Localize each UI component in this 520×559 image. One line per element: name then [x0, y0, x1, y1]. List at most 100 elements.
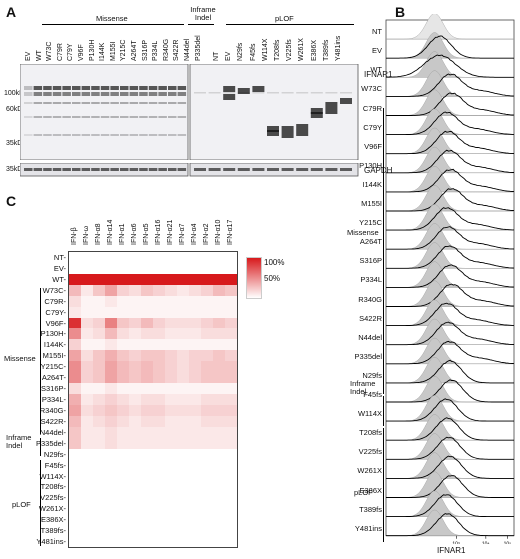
band-left-11-2 [129, 102, 139, 104]
heatmap-cell-4-6 [141, 295, 154, 307]
heatmap-cell-16-10 [189, 426, 202, 438]
heatmap-cell-12-8 [165, 383, 178, 395]
heatmap-cell-6-8 [165, 317, 178, 329]
heatmap-cell-7-8 [165, 328, 178, 340]
gapdh-blot [20, 163, 359, 177]
heatmap-cell-17-11 [201, 437, 214, 449]
hist-row-label-0: NT [372, 27, 382, 37]
heatmap-cell-4-13 [225, 295, 238, 307]
heatmap-cell-3-12 [213, 284, 226, 296]
heatmap-cell-24-7 [153, 514, 166, 526]
heatmap-cell-24-8 [165, 514, 178, 526]
heatmap-cell-3-4 [117, 284, 130, 296]
heatmap-cell-0-13 [225, 252, 238, 264]
hist-xlabel: IFNAR1 [437, 546, 466, 555]
heatmap-cell-1-3 [105, 262, 118, 275]
band-left-11-4 [129, 134, 139, 136]
band-left-6-1 [81, 92, 91, 96]
heatmap-cell-12-3 [105, 383, 118, 395]
heatmap-cell-14-13 [225, 404, 238, 417]
hist-sample-3 [386, 73, 515, 97]
heatmap-cell-22-4 [117, 492, 130, 504]
heatmap-row-label-16: N44del- [39, 427, 66, 437]
plof-bracket [226, 24, 354, 25]
heatmap-cell-16-1 [81, 426, 94, 438]
hist-sample-21 [386, 417, 514, 441]
hist-sample-1 [386, 35, 514, 59]
heatmap-cell-6-0 [69, 317, 82, 329]
heatmap-cell-21-9 [177, 481, 190, 493]
band-left-8-4 [100, 134, 110, 136]
heatmap-cell-21-13 [225, 481, 238, 493]
hist-row-label-25: T389fs [359, 504, 382, 514]
group-plof-header: pLOF [275, 14, 294, 23]
heatmap-cell-25-4 [117, 525, 130, 537]
heatmap-cell-19-12 [213, 459, 226, 471]
heatmap-cell-7-9 [177, 328, 190, 340]
heatmap-row-label-19: F45fs- [44, 460, 66, 470]
heatmap-cell-4-7 [153, 295, 166, 307]
band-left-4-0 [62, 86, 71, 90]
heatmap-cell-19-7 [153, 459, 166, 471]
heatmap-cell-12-7 [153, 383, 166, 395]
heatmap-cell-22-2 [93, 492, 106, 504]
gapdh-band-right-4 [252, 168, 265, 171]
hist-plof-bracket [383, 428, 384, 542]
heatmap-cell-13-7 [153, 394, 166, 406]
band-left-15-2 [168, 102, 177, 104]
heatmap-cell-5-4 [117, 306, 130, 318]
heatmap-cell-13-13 [225, 394, 238, 406]
heatmap-cell-9-4 [117, 350, 130, 362]
heatmap-cell-3-7 [153, 284, 166, 296]
heatmap-cell-22-11 [201, 492, 214, 504]
hist-tick-label-1: 10⁴ [482, 542, 490, 544]
heatmap-cell-4-8 [165, 295, 178, 307]
band-right-10-0 [340, 98, 352, 104]
hist-row-label-8: I144K [362, 179, 382, 189]
band-left-7-4 [91, 134, 100, 136]
heatmap-cell-20-9 [177, 470, 190, 482]
heatmap-cell-24-4 [117, 514, 130, 526]
band-right-faint-4 [252, 92, 265, 94]
gapdh-band-right-7 [296, 168, 309, 171]
heatmap-cell-2-2 [93, 273, 106, 285]
gapdh-band-right-3 [237, 168, 250, 171]
heatmap-cell-6-4 [117, 317, 130, 329]
ifnar1-blot [20, 64, 359, 160]
band-left-12-3 [139, 116, 148, 118]
band-left-9-3 [110, 116, 119, 118]
heatmap-cell-9-5 [129, 350, 142, 362]
heatmap-cell-19-10 [189, 459, 202, 471]
band-left-11-3 [129, 116, 139, 118]
band-left-4-2 [62, 102, 71, 104]
gapdh-marker-35kd: 35kD [6, 166, 23, 173]
band-left-2-1 [43, 92, 52, 96]
heatmap-cell-4-4 [117, 295, 130, 307]
heatmap-cell-14-0 [69, 404, 82, 417]
band-left-7-1 [91, 92, 100, 96]
heatmap-cell-4-1 [81, 295, 94, 307]
heatmap-cell-22-10 [189, 492, 202, 504]
hist-group-plof: pLOF [354, 488, 373, 497]
heatmap-cell-11-12 [213, 372, 226, 384]
band-left-2-2 [43, 102, 52, 104]
heatmap-cell-15-11 [201, 415, 214, 427]
band-right-8-1 [310, 112, 323, 118]
hist-row-label-11: A264T [359, 237, 382, 247]
heatmap-cell-17-4 [117, 437, 130, 449]
gapdh-band-right-9 [325, 168, 338, 171]
heatmap-cell-7-13 [225, 328, 238, 340]
lane-label-left-12: P334L [152, 40, 160, 61]
heatmap-cell-14-6 [141, 404, 154, 417]
heatmap-cell-17-1 [81, 437, 94, 449]
heatmap-cell-11-9 [177, 372, 190, 384]
heatmap-row-label-10: Y215C- [40, 362, 66, 372]
heatmap-cell-22-5 [129, 492, 142, 504]
heatmap-cell-22-1 [81, 492, 94, 504]
heatmap-cell-9-1 [81, 350, 94, 362]
heatmap-cell-23-11 [201, 503, 214, 515]
band-left-6-4 [81, 134, 91, 136]
heatmap-cell-13-8 [165, 394, 178, 406]
heatmap-cell-16-13 [225, 426, 238, 438]
heatmap-cell-3-2 [93, 284, 106, 296]
